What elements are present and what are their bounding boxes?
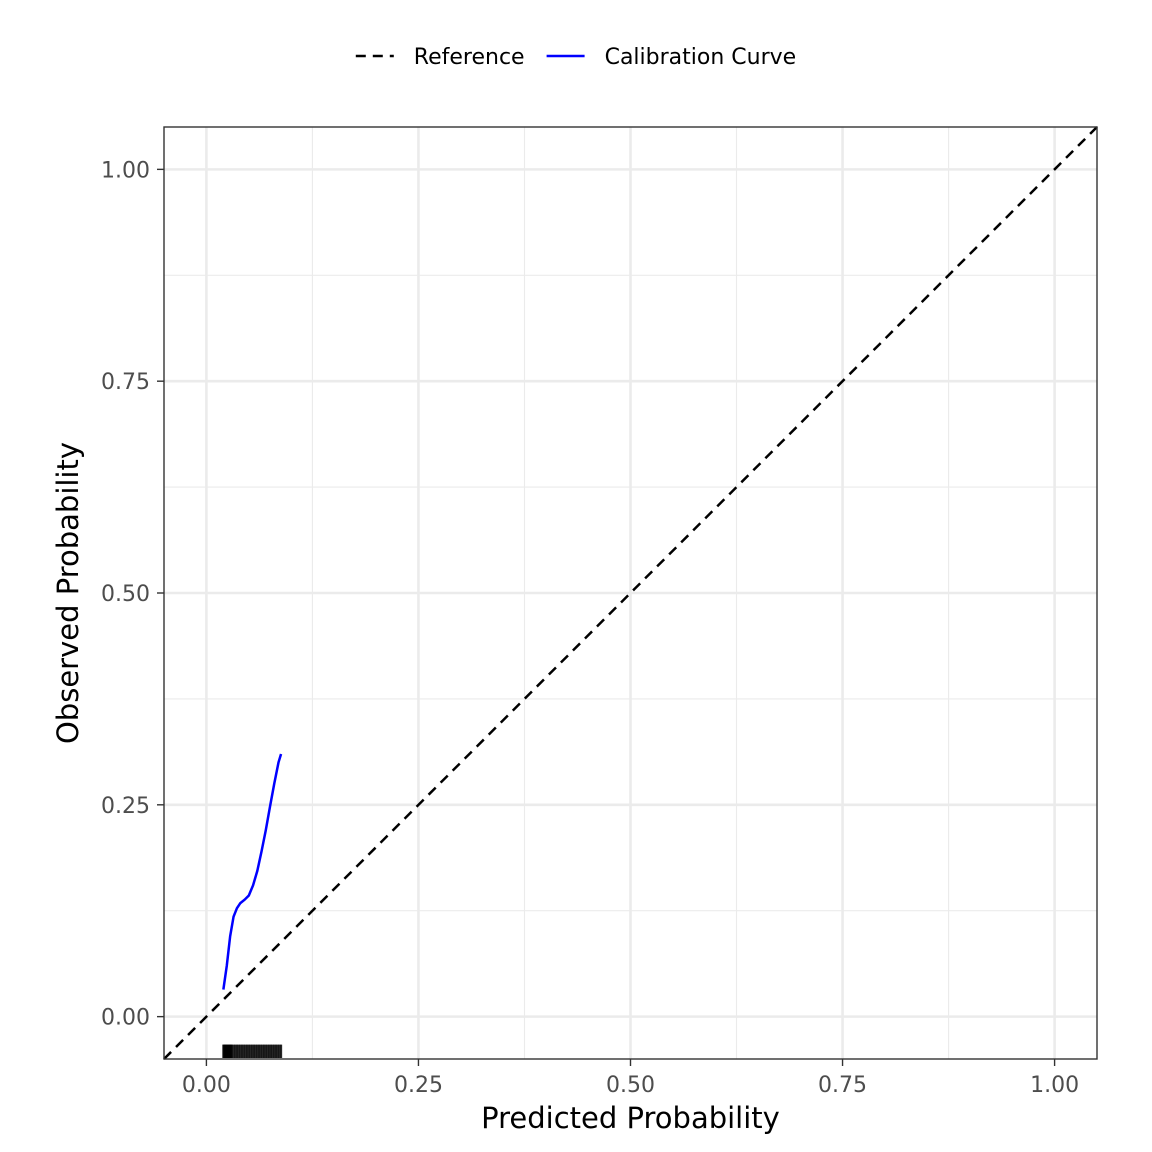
- x-axis-title: Predicted Probability: [481, 1101, 780, 1135]
- y-tick-label: 0.25: [101, 794, 150, 819]
- y-axis-ticks: 0.00 0.25 0.50 0.75 1.00: [101, 158, 164, 1031]
- rug-marks: [222, 1044, 283, 1058]
- y-tick-label: 0.00: [101, 1006, 150, 1031]
- x-tick-label: 0.25: [394, 1073, 443, 1098]
- y-tick-label: 0.50: [101, 582, 150, 607]
- legend-label: Reference: [414, 45, 525, 70]
- y-tick-label: 0.75: [101, 370, 150, 395]
- x-tick-label: 0.00: [182, 1073, 231, 1098]
- grid-lines: [164, 127, 1097, 1059]
- y-axis-title: Observed Probability: [51, 442, 85, 744]
- legend: Reference Calibration Curve: [355, 45, 797, 70]
- x-axis-ticks: 0.00 0.25 0.50 0.75 1.00: [182, 1059, 1079, 1098]
- x-tick-label: 0.50: [606, 1073, 655, 1098]
- series-line: [222, 753, 283, 990]
- x-tick-label: 0.75: [818, 1073, 867, 1098]
- x-tick-label: 1.00: [1030, 1073, 1079, 1098]
- legend-label: Calibration Curve: [605, 45, 797, 70]
- y-tick-label: 1.00: [101, 158, 150, 183]
- series-layer: [163, 126, 1098, 1060]
